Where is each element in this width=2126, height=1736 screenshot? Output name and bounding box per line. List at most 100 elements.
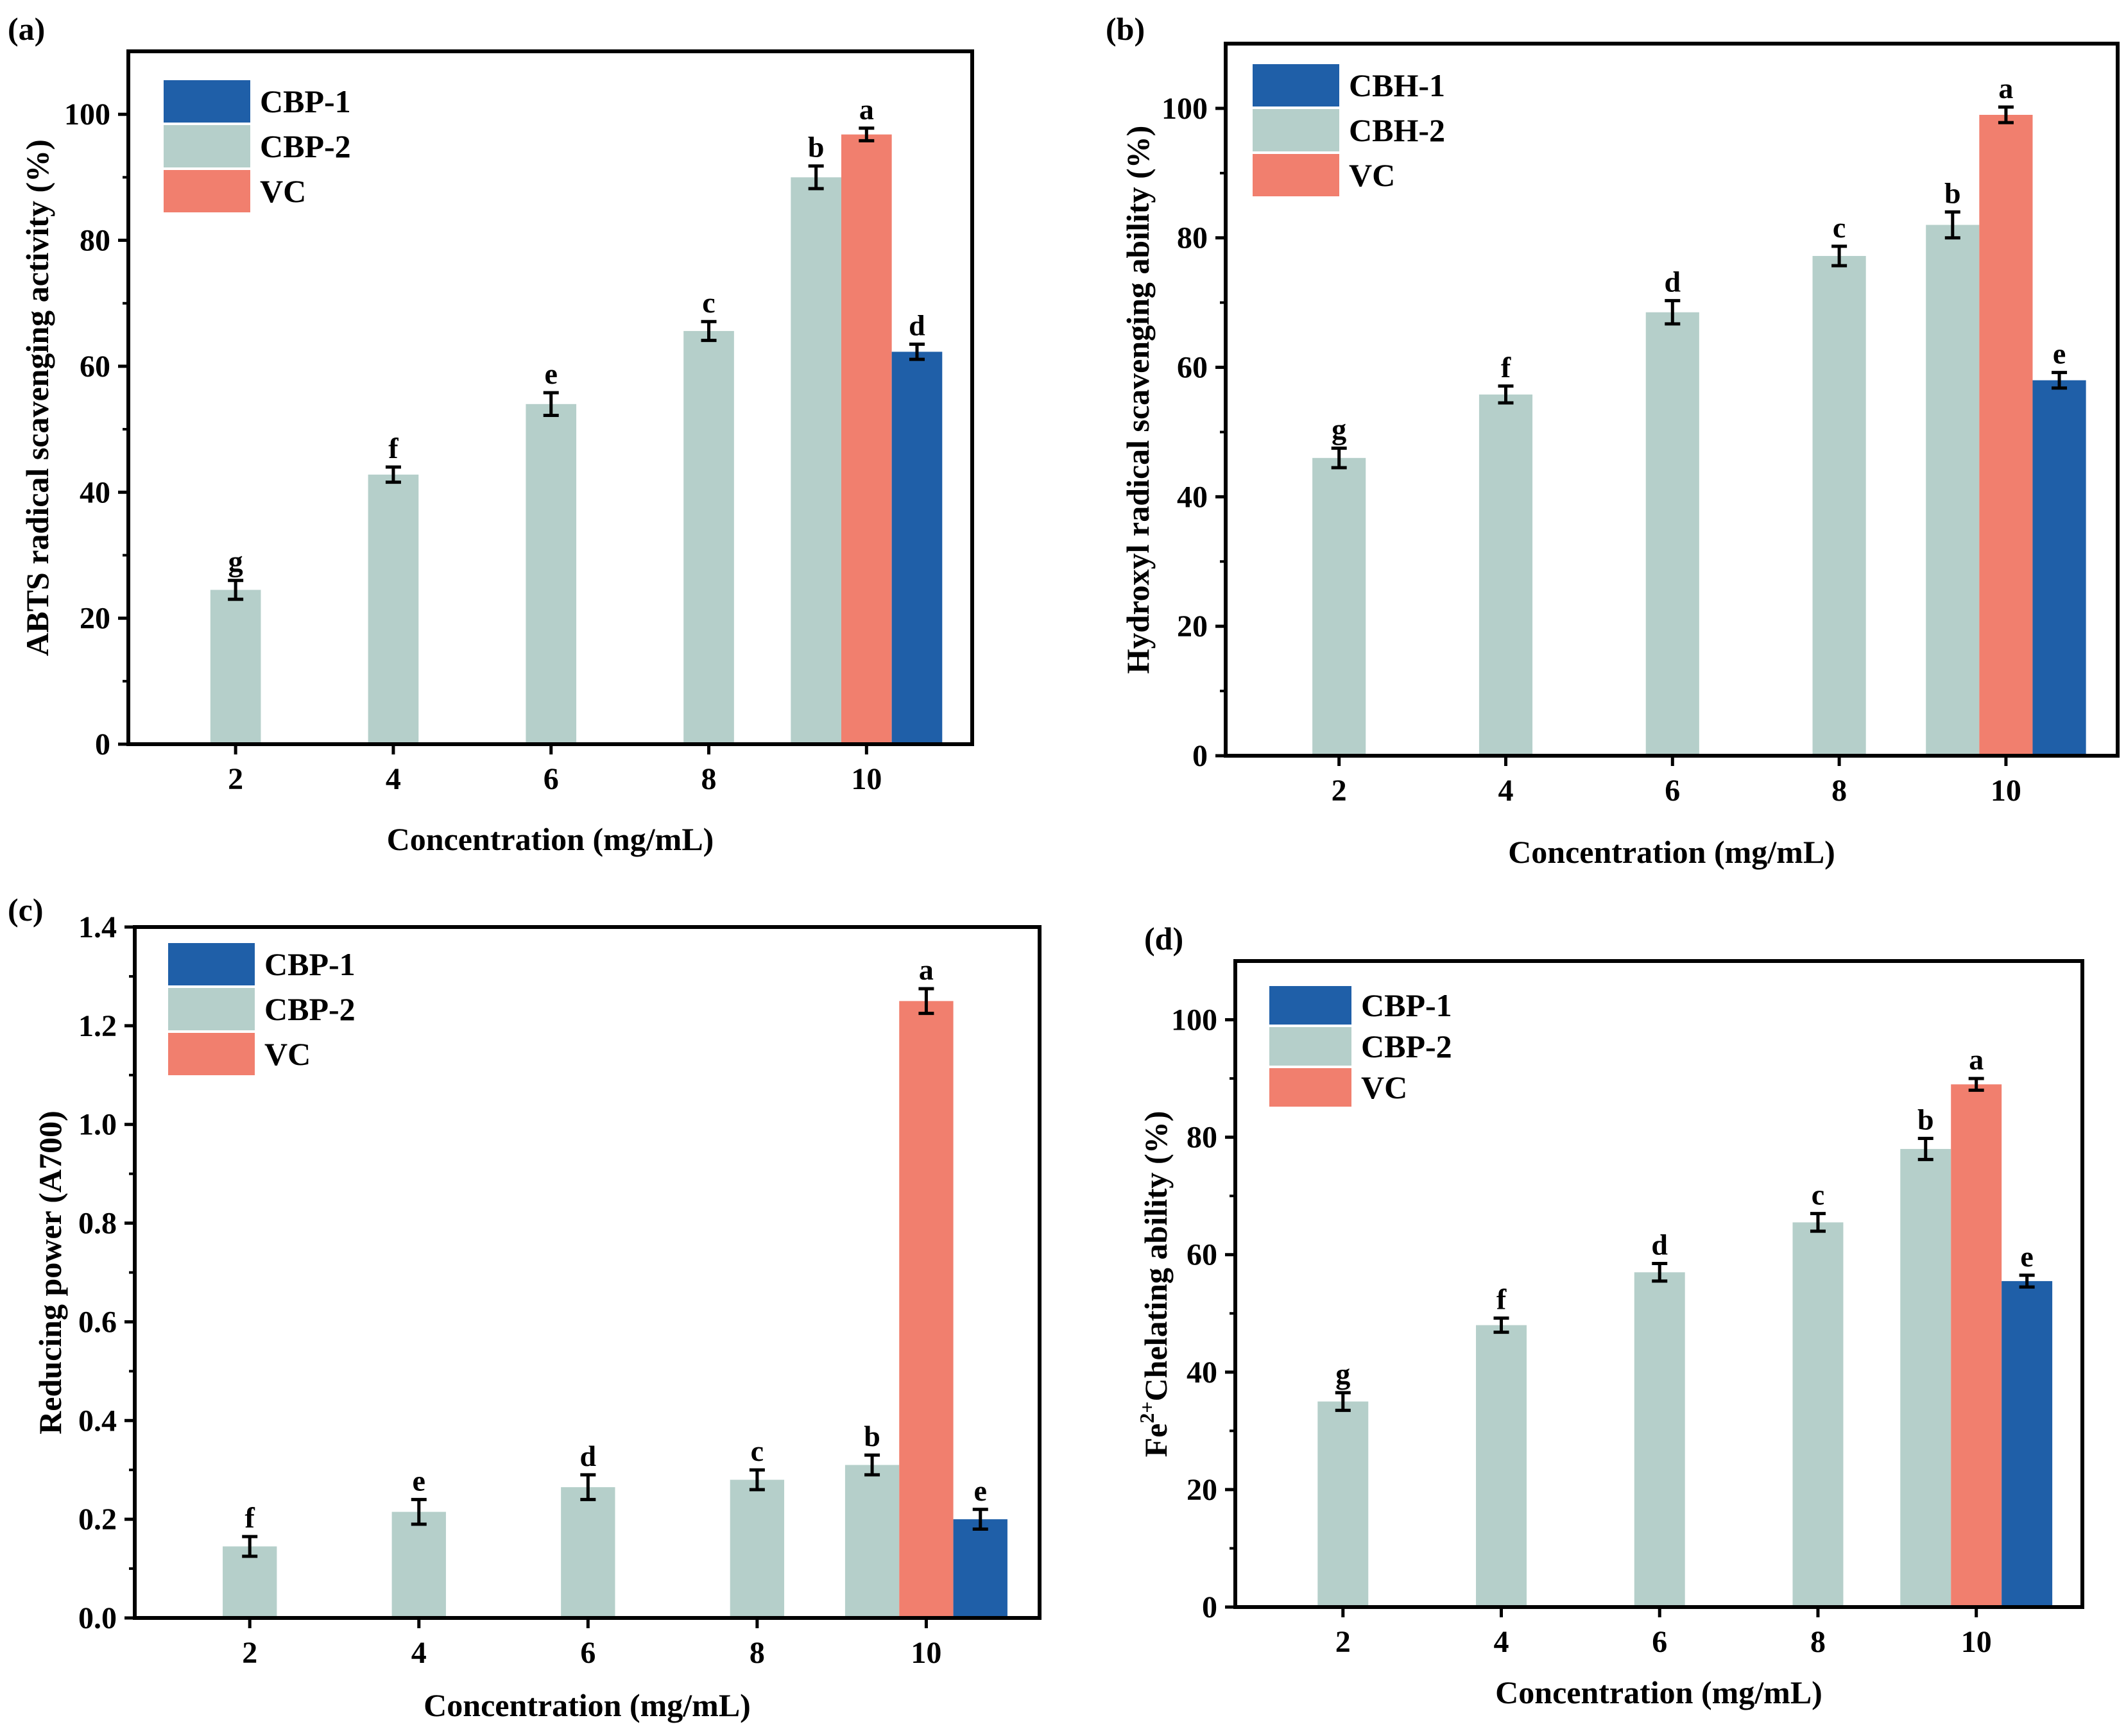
- error-bar: [859, 126, 875, 142]
- chart-panel-b: (b) g f d c b a e 0 20 40 60 80 100 2 4 6 8 10 Concentratio…: [1106, 11, 2120, 870]
- x-tick-label: 8: [701, 762, 717, 796]
- panel-label: (a): [8, 11, 45, 47]
- significance-label: c: [1812, 1179, 1824, 1211]
- bar-cbp-2-2: [1317, 1401, 1369, 1607]
- bar-cbp-1-10: [2002, 1281, 2053, 1607]
- significance-label: b: [1944, 176, 1961, 209]
- y-tick-label: 80: [1177, 221, 1208, 255]
- significance-label: f: [245, 1501, 255, 1534]
- y-tick-label: 0.4: [78, 1404, 117, 1438]
- significance-label: b: [1917, 1103, 1934, 1136]
- legend-swatch-cbp-1: [168, 943, 255, 985]
- bar-vc-10: [899, 1001, 954, 1618]
- legend-label-vc: VC: [260, 173, 306, 209]
- legend-swatch-cbp-1: [164, 80, 250, 123]
- y-tick-label: 20: [1187, 1473, 1217, 1507]
- error-bar: [1665, 299, 1681, 326]
- legend-label-cbh-1: CBH-1: [1349, 67, 1445, 103]
- bar-cbp-2-4: [368, 474, 419, 744]
- error-bar: [2052, 371, 2068, 390]
- y-tick-label: 40: [80, 475, 110, 509]
- bar-cbp-1-10: [953, 1519, 1007, 1618]
- y-tick-label: 100: [1162, 92, 1208, 126]
- bar-cbp-2-4: [391, 1511, 446, 1618]
- x-tick-label: 6: [1652, 1625, 1667, 1659]
- legend: CBP-1 CBP-2 VC: [164, 80, 351, 212]
- bar-cbp-2-8: [683, 330, 734, 744]
- bar-cbp-2-10: [791, 177, 841, 744]
- legend-swatch-cbh-1: [1253, 64, 1339, 106]
- error-bar: [385, 465, 401, 484]
- significance-label: a: [859, 93, 874, 126]
- significance-label: e: [974, 1474, 987, 1507]
- error-bar: [1998, 105, 2014, 124]
- x-tick-label: 4: [411, 1636, 427, 1670]
- x-tick-label: 8: [1831, 774, 1847, 808]
- legend-label-vc: VC: [1349, 157, 1395, 193]
- legend-label-vc: VC: [264, 1036, 311, 1072]
- significance-label: f: [1496, 1283, 1507, 1316]
- significance-label: d: [909, 309, 925, 342]
- significance-label: e: [545, 357, 558, 390]
- error-bar: [543, 391, 559, 417]
- legend-label-cbp-2: CBP-2: [260, 128, 351, 164]
- y-tick-label: 0.6: [78, 1305, 117, 1339]
- y-tick-label: 0: [1192, 739, 1208, 773]
- significance-label: d: [580, 1440, 597, 1472]
- significance-label: d: [1651, 1228, 1668, 1261]
- bar-cbh-2-8: [1812, 255, 1866, 756]
- y-tick-label: 40: [1177, 480, 1208, 514]
- bar-cbp-2-4: [1476, 1325, 1527, 1607]
- y-tick-label: 100: [1171, 1003, 1217, 1037]
- significance-label: b: [808, 131, 825, 164]
- y-axis-title: Fe2+Chelating ability (%): [1135, 1111, 1174, 1458]
- y-tick-label: 60: [1187, 1238, 1217, 1272]
- significance-label: a: [919, 953, 934, 986]
- x-tick-label: 4: [1498, 774, 1513, 808]
- significance-label: c: [751, 1434, 764, 1467]
- x-tick-label: 2: [228, 762, 243, 796]
- bar-cbp-2-10: [844, 1465, 900, 1618]
- y-tick-label: 20: [80, 602, 110, 636]
- bar-cbp-2-2: [223, 1546, 277, 1618]
- x-tick-label: 2: [1332, 774, 1347, 808]
- bar-cbp-2-8: [1792, 1222, 1844, 1607]
- y-axis-title-rest: Chelating ability (%): [1138, 1111, 1174, 1402]
- y-axis-title-main: Fe: [1138, 1424, 1174, 1458]
- error-bar: [580, 1473, 596, 1501]
- error-bar: [972, 1508, 988, 1531]
- error-bar: [864, 1453, 880, 1477]
- legend: CBP-1 CBP-2 VC: [1269, 986, 1452, 1107]
- significance-label: d: [1665, 266, 1681, 298]
- legend-swatch-vc: [168, 1033, 255, 1075]
- panel-label: (c): [8, 892, 44, 928]
- y-tick-label: 0.2: [78, 1502, 117, 1536]
- x-axis-title: Concentration (mg/mL): [387, 821, 714, 857]
- significance-label: e: [2020, 1240, 2033, 1273]
- y-tick-label: 0.8: [78, 1207, 117, 1241]
- significance-label: g: [1332, 413, 1346, 446]
- error-bar: [1831, 244, 1847, 268]
- y-tick-label: 1.2: [78, 1009, 117, 1043]
- y-tick-label: 80: [1187, 1121, 1217, 1155]
- legend-swatch-vc: [1253, 154, 1339, 196]
- legend-label-cbp-2: CBP-2: [1361, 1028, 1452, 1064]
- y-tick-label: 0: [1202, 1590, 1217, 1624]
- legend-swatch-cbp-2: [164, 125, 250, 167]
- y-tick-label: 1.0: [78, 1108, 117, 1142]
- x-axis-title: Concentration (mg/mL): [1495, 1674, 1822, 1710]
- bar-cbp-2-8: [730, 1479, 785, 1618]
- legend: CBH-1 CBH-2 VC: [1253, 64, 1445, 196]
- significance-label: f: [1501, 351, 1511, 384]
- legend-swatch-cbp-2: [1269, 1027, 1351, 1066]
- x-tick-label: 4: [386, 762, 401, 796]
- legend-swatch-cbp-2: [168, 988, 255, 1030]
- x-tick-label: 6: [580, 1636, 596, 1670]
- error-bar: [909, 343, 925, 361]
- error-bar: [1335, 1391, 1351, 1412]
- error-bar: [1944, 210, 1960, 240]
- significance-label: g: [228, 545, 243, 578]
- significance-label: c: [702, 286, 715, 319]
- y-axis-title-superscript: 2+: [1135, 1401, 1158, 1423]
- significance-label: g: [1335, 1357, 1350, 1390]
